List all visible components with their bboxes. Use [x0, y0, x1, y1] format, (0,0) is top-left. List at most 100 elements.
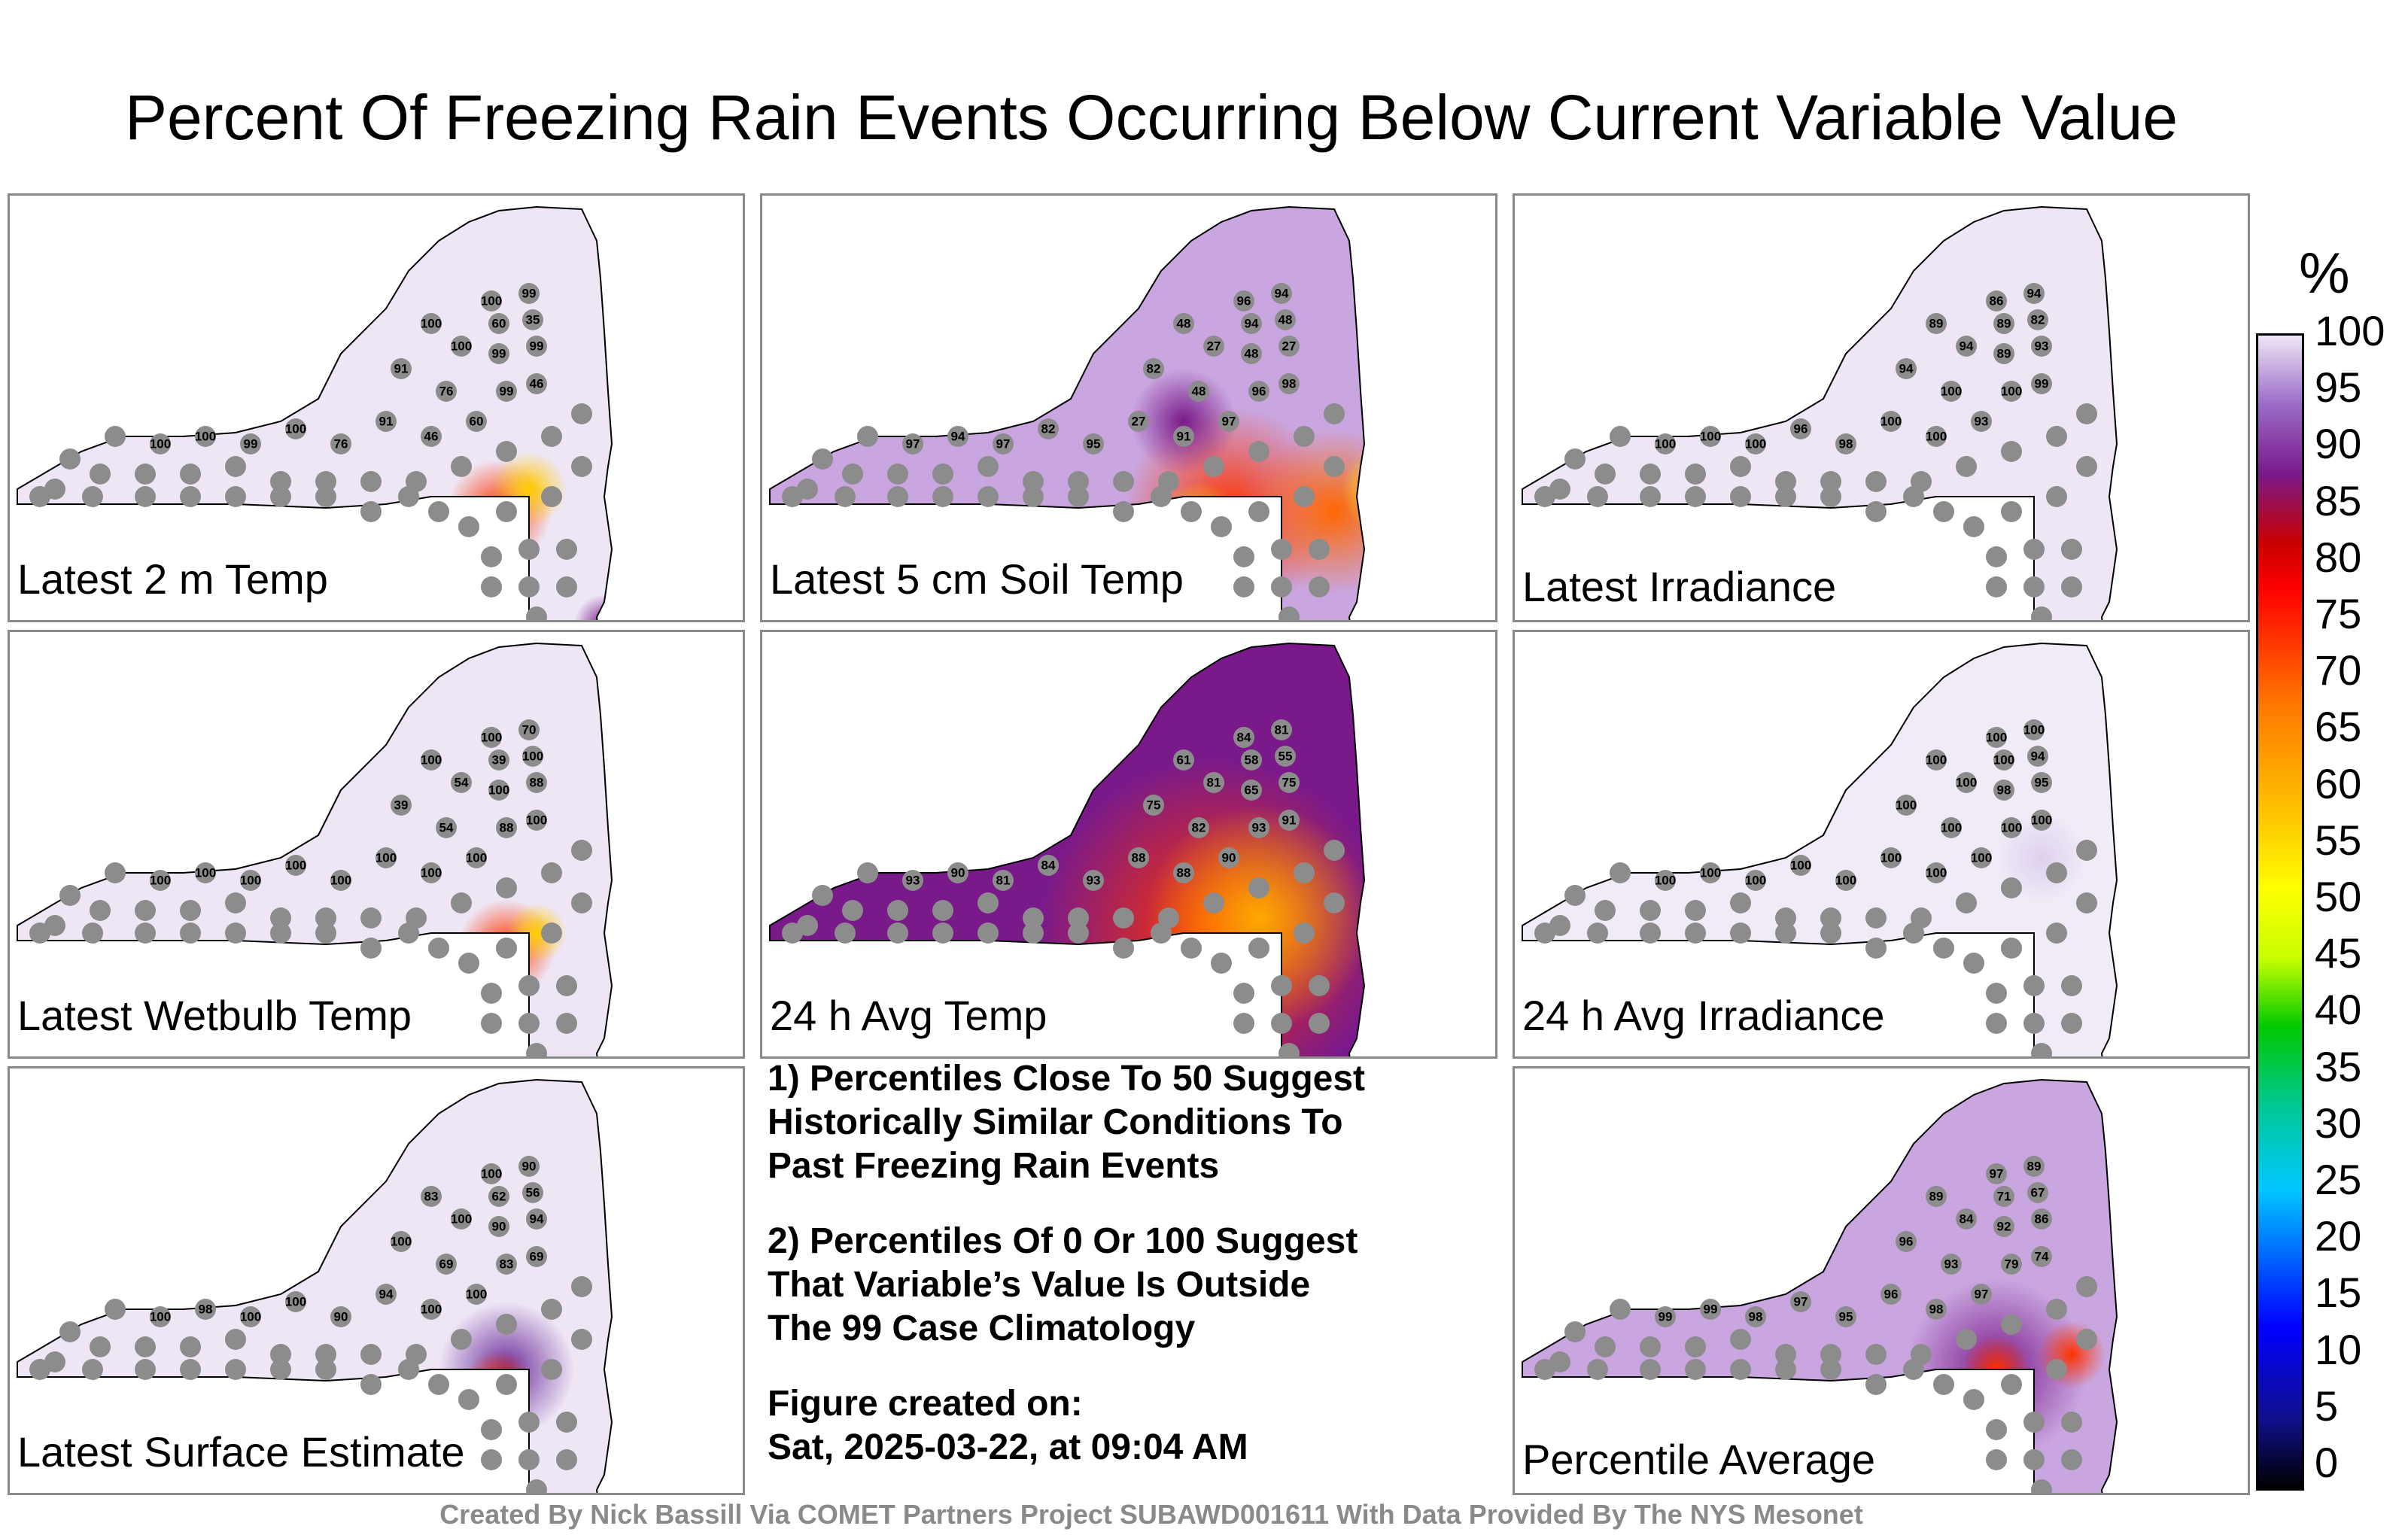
station-marker: 81 — [1271, 719, 1292, 740]
station-marker — [1963, 516, 1984, 537]
notes-block: 1) Percentiles Close To 50 Suggest Histo… — [768, 1057, 1475, 1470]
station-marker: 97 — [1986, 1163, 2007, 1184]
station-marker — [1933, 938, 1954, 959]
station-marker — [2076, 403, 2097, 424]
station-value: 100 — [285, 1295, 306, 1309]
station-marker: 100 — [285, 418, 306, 439]
station-marker — [571, 1329, 592, 1350]
station-value: 100 — [1700, 866, 1721, 880]
station-marker — [526, 1043, 547, 1056]
station-marker: 100 — [195, 862, 216, 883]
station-marker — [481, 576, 502, 597]
station-marker: 89 — [1993, 313, 2014, 334]
station-marker: 100 — [391, 1231, 412, 1252]
station-value: 93 — [906, 874, 920, 888]
station-marker: 94 — [1956, 336, 1977, 357]
colorbar-tick-label: 70 — [2315, 646, 2362, 695]
station-marker — [1610, 426, 1631, 447]
station-marker: 97 — [1971, 1284, 1992, 1305]
station-value: 94 — [1899, 362, 1914, 376]
station-marker — [1986, 983, 2007, 1004]
station-marker — [812, 885, 833, 906]
station-marker — [398, 1359, 419, 1380]
contour-blob — [1146, 805, 1372, 1031]
contour-blob — [1033, 948, 1304, 1056]
station-marker: 60 — [488, 313, 509, 334]
station-marker — [1271, 576, 1292, 597]
station-marker — [1068, 471, 1089, 492]
station-marker: 100 — [285, 855, 306, 876]
station-marker — [835, 486, 856, 507]
station-marker: 93 — [1941, 1254, 1962, 1275]
station-value: 48 — [1192, 385, 1206, 399]
station-value: 100 — [1956, 776, 1977, 790]
station-marker: 96 — [1896, 1231, 1917, 1252]
station-marker — [1986, 1449, 2007, 1470]
station-value: 100 — [195, 430, 216, 444]
station-marker — [1775, 486, 1796, 507]
station-marker — [1820, 907, 1841, 929]
station-marker: 100 — [522, 746, 543, 767]
station-marker — [270, 471, 291, 492]
station-marker — [932, 464, 953, 485]
station-marker — [2076, 892, 2097, 913]
station-value: 100 — [2023, 723, 2045, 737]
station-marker: 81 — [1203, 772, 1224, 793]
station-value: 96 — [1252, 385, 1266, 399]
station-marker: 95 — [1083, 433, 1104, 454]
station-marker — [1068, 907, 1089, 929]
station-marker — [270, 907, 291, 929]
station-marker — [1956, 892, 1977, 913]
station-marker — [428, 1374, 449, 1395]
station-value: 89 — [2027, 1160, 2042, 1174]
station-marker — [782, 486, 803, 507]
state-map: 100 99 60 35 99 99 100 100 91 76 99 46 60 46 91 76 100 99… — [17, 205, 717, 620]
station-marker — [1986, 1419, 2007, 1440]
station-marker: 90 — [330, 1306, 351, 1327]
map-panel: 96 94 94 48 48 27 48 27 82 48 96 98 97 91 27 95 82 97 94 97… — [760, 193, 1497, 622]
station-marker — [105, 426, 126, 447]
station-marker: 91 — [1278, 810, 1300, 831]
station-marker — [887, 464, 908, 485]
station-marker — [1865, 501, 1887, 522]
station-marker: 61 — [1173, 749, 1194, 771]
station-marker — [481, 1419, 502, 1440]
station-marker: 100 — [1926, 426, 1947, 447]
station-marker — [180, 486, 201, 507]
station-marker — [1564, 448, 1586, 470]
station-marker: 100 — [466, 1284, 487, 1305]
station-marker — [842, 464, 863, 485]
station-marker: 48 — [1173, 313, 1194, 334]
station-value: 100 — [1655, 874, 1676, 888]
station-marker: 99 — [526, 336, 547, 357]
station-marker: 55 — [1275, 746, 1296, 767]
station-marker — [1775, 923, 1796, 944]
station-value: 100 — [240, 1310, 261, 1324]
station-marker — [556, 539, 577, 560]
station-marker — [398, 486, 419, 507]
station-value: 97 — [1975, 1287, 1989, 1302]
station-marker: 81 — [993, 870, 1014, 891]
station-marker — [977, 923, 999, 944]
station-marker — [541, 1359, 562, 1380]
station-marker — [1865, 1344, 1887, 1365]
station-marker — [1986, 1013, 2007, 1034]
colorbar-tick-label: 45 — [2315, 929, 2362, 977]
station-marker: 84 — [1956, 1208, 1977, 1230]
station-value: 88 — [500, 821, 514, 835]
station-value: 27 — [1132, 415, 1146, 429]
station-marker — [842, 900, 863, 921]
station-marker — [977, 456, 999, 477]
state-map: 97 89 71 67 92 86 89 84 96 93 79 74 97 98 96 95 97 98 99 99 — [1522, 1078, 2222, 1493]
station-value: 58 — [1245, 753, 1259, 768]
colorbar-tick-label: 35 — [2315, 1042, 2362, 1090]
station-marker: 100 — [1926, 862, 1947, 883]
station-marker: 100 — [375, 847, 397, 868]
station-marker: 89 — [2023, 1156, 2045, 1177]
station-marker — [1820, 923, 1841, 944]
station-marker: 48 — [1275, 309, 1296, 330]
station-marker — [315, 471, 336, 492]
station-marker: 94 — [1241, 313, 1262, 334]
station-marker — [571, 1276, 592, 1297]
colorbar-tick-label: 100 — [2315, 307, 2385, 354]
